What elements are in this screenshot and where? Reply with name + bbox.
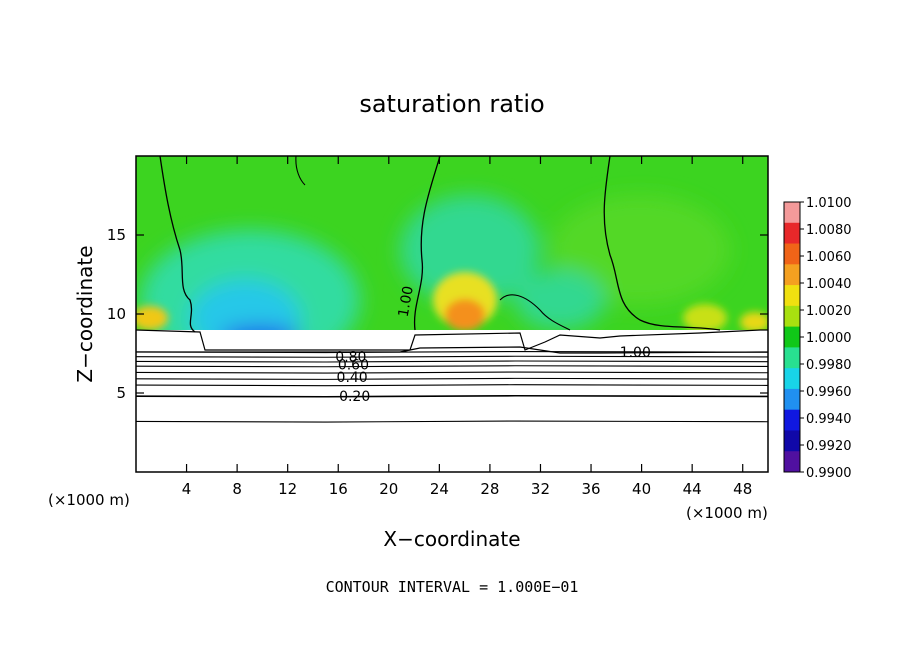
y-tick-label-2: 15 bbox=[107, 226, 126, 244]
contour-1.00-right bbox=[603, 156, 721, 331]
x-tick-label-4: 20 bbox=[379, 480, 398, 498]
contour-labels: 1.00 1.00 0.800.600.40 0.20 bbox=[335, 285, 651, 405]
x-unit-left: (×1000 m) bbox=[48, 491, 130, 509]
x-tick-label-11: 48 bbox=[733, 480, 752, 498]
colorbar-swatch-8 bbox=[784, 368, 800, 390]
contour-1.00-ridge bbox=[499, 294, 571, 331]
field-supersat bbox=[136, 272, 768, 332]
region-orange-center bbox=[445, 299, 485, 331]
colorbar-swatch-2 bbox=[784, 243, 800, 265]
contour-label-1: 1.00 bbox=[620, 345, 651, 361]
colorbar-swatch-6 bbox=[784, 326, 800, 348]
x-axis-label: X−coordinate bbox=[383, 527, 520, 551]
colorbar-label-3: 1.0040 bbox=[806, 277, 852, 292]
region-yellow-right bbox=[740, 312, 768, 332]
x-tick-label-5: 24 bbox=[430, 480, 449, 498]
contour-lines bbox=[136, 350, 768, 423]
contour-line-8 bbox=[136, 350, 768, 354]
colorbar-swatch-9 bbox=[784, 388, 800, 411]
contour-label-3: 0.60 bbox=[338, 358, 369, 374]
contour-label-4: 0.40 bbox=[337, 370, 368, 386]
region-yellow-rightmid bbox=[683, 304, 727, 332]
x-tick-label-7: 32 bbox=[531, 480, 550, 498]
colorbar-label-0: 1.0100 bbox=[806, 196, 852, 211]
x-tick-label-3: 16 bbox=[329, 480, 348, 498]
y-axis: 5 10 15 bbox=[107, 226, 768, 402]
contour-label-2: 0.80 bbox=[335, 350, 366, 366]
dry-layer bbox=[136, 348, 768, 472]
contour-line-0 bbox=[136, 420, 768, 423]
colorbar-label-6: 0.9980 bbox=[806, 358, 852, 373]
colorbar-label-9: 0.9920 bbox=[806, 439, 852, 454]
y-tick-label-1: 10 bbox=[107, 305, 126, 323]
chart-title: saturation ratio bbox=[359, 90, 544, 118]
contour-interval-footer: CONTOUR INTERVAL = 1.000E−01 bbox=[326, 578, 579, 596]
contour-label-0: 1.00 bbox=[396, 285, 417, 318]
colorbar-swatch-4 bbox=[784, 285, 800, 307]
colorbar-label-1: 1.0080 bbox=[806, 223, 852, 238]
contour-line-3 bbox=[136, 377, 768, 380]
colorbar-swatch-10 bbox=[784, 409, 800, 431]
region-green-bright bbox=[550, 195, 730, 305]
contour-line-6 bbox=[136, 360, 768, 363]
contour-line-5 bbox=[136, 365, 768, 368]
colorbar-swatch-3 bbox=[784, 264, 800, 286]
colorbar-label-4: 1.0020 bbox=[806, 304, 852, 319]
colorbar-label-8: 0.9940 bbox=[806, 412, 852, 427]
x-tick-label-0: 4 bbox=[182, 480, 192, 498]
colorbar: 1.0100 1.0080 1.0060 1.0040 1.0020 1.0000 0.99… bbox=[783, 196, 852, 481]
cloud-layer bbox=[136, 330, 768, 350]
x-tick-label-9: 40 bbox=[632, 480, 651, 498]
x-tick-label-2: 12 bbox=[278, 480, 297, 498]
contour-line-1 bbox=[136, 394, 768, 398]
plot-area: 1.00 1.00 0.800.600.40 0.20 bbox=[136, 156, 768, 472]
region-teal-mid bbox=[515, 270, 605, 330]
contour-line-4 bbox=[136, 371, 768, 374]
region-yellow-left bbox=[136, 306, 168, 330]
x-tick-label-6: 28 bbox=[480, 480, 499, 498]
x-unit-right: (×1000 m) bbox=[686, 504, 768, 522]
region-teal-upper bbox=[400, 195, 540, 305]
colorbar-swatch-7 bbox=[784, 347, 800, 369]
x-axis: 4 8 12 16 20 24 28 32 36 40 44 48 bbox=[182, 156, 752, 498]
contour-1.00-center bbox=[413, 156, 441, 331]
colorbar-label-5: 1.0000 bbox=[806, 331, 852, 346]
contour-label-5: 0.20 bbox=[339, 389, 370, 405]
colorbar-label-10: 0.9900 bbox=[806, 466, 852, 481]
contour-line-7 bbox=[136, 355, 768, 358]
colorbar-swatch-1 bbox=[784, 222, 800, 245]
contour-1.00-left bbox=[159, 156, 196, 333]
x-tick-label-1: 8 bbox=[232, 480, 242, 498]
x-tick-label-8: 36 bbox=[581, 480, 600, 498]
colorbar-label-7: 0.9960 bbox=[806, 385, 852, 400]
colorbar-swatch-5 bbox=[784, 305, 800, 328]
colorbar-swatch-12 bbox=[784, 451, 800, 473]
colorbar-swatch-11 bbox=[784, 430, 800, 452]
colorbar-swatch-0 bbox=[784, 202, 800, 224]
contour-1.00-top bbox=[295, 156, 306, 186]
contour-line-2 bbox=[136, 384, 768, 387]
y-axis-label: Z−coordinate bbox=[73, 245, 97, 382]
x-tick-label-10: 44 bbox=[683, 480, 702, 498]
y-tick-label-0: 5 bbox=[116, 384, 126, 402]
cloud-top-edge bbox=[136, 329, 768, 351]
colorbar-label-2: 1.0060 bbox=[806, 250, 852, 265]
